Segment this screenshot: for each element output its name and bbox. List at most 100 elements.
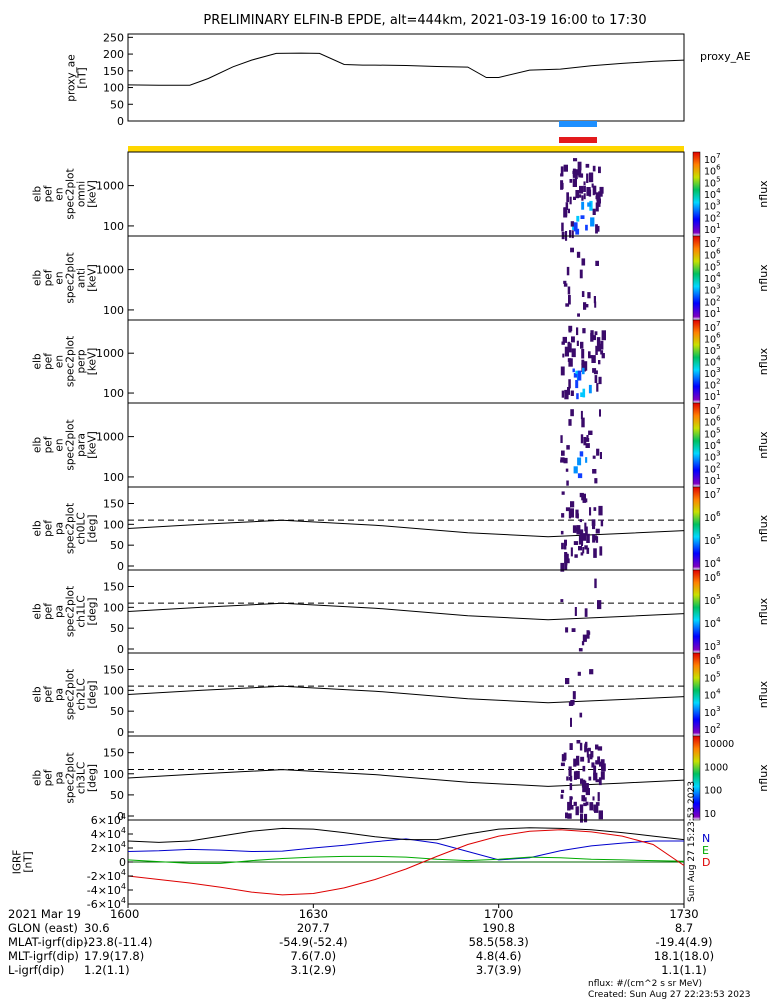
flux-pixel [582, 328, 586, 334]
colorbar-tick-exponent: 5 [716, 670, 720, 678]
colorbar-tick-exponent: 4 [716, 271, 721, 279]
flux-pixel [598, 505, 603, 516]
flux-pixel [581, 291, 585, 297]
flux-pixel [573, 373, 579, 378]
igrf-ytick-mantissa: 2 [91, 842, 98, 855]
igrf-ytick-multiplier: ×10 [98, 842, 121, 855]
flux-pixel [567, 801, 571, 811]
flux-pixel [595, 760, 598, 765]
pitch-angle-panel-ch3LC: 150 100 50 0 elb pef pa spec2plot ch3LC [deg] [32, 735, 685, 823]
igrf-ylabel: IGRF [nT] [12, 850, 35, 875]
flux-pixel [570, 501, 575, 508]
flux-pixel [565, 812, 568, 819]
flux-pixel [573, 758, 577, 767]
panel-ytick-label: 50 [110, 705, 124, 718]
flux-pixel [561, 450, 565, 456]
colorbar-tick-label: 101 [704, 473, 721, 487]
flux-pixel [577, 457, 582, 466]
igrf-ytick-label: -4×104 [87, 882, 126, 897]
colorbar-label: nflux [757, 180, 770, 208]
footer-value: 18.1(18.0) [654, 949, 714, 963]
colorbar-tick-label: 103 [704, 450, 721, 464]
flux-pixel [561, 542, 564, 550]
spec_panels.0.ylabel_lines-ylabel-line: en [54, 187, 66, 200]
colorbar-tick-exponent: 3 [716, 450, 720, 458]
flux-pixel [575, 228, 580, 235]
colorbar-tick-exponent: 5 [716, 343, 720, 351]
flux-pixel [582, 765, 586, 772]
flux-pixel [597, 792, 600, 802]
flux-pixel [561, 513, 565, 518]
proxy-ae-ytick-label: 100 [103, 82, 124, 95]
igrf-ytick-exponent: 4 [121, 882, 126, 891]
flux-pixel [577, 370, 582, 381]
flux-pixel [573, 158, 578, 162]
flux-pixel [567, 387, 570, 395]
igrf-ytick-mantissa: 0 [119, 856, 126, 869]
flux-pixel [565, 627, 569, 633]
colorbar-tick-exponent: 7 [716, 152, 720, 160]
flux-pixel [588, 776, 592, 781]
spec_panels.1.ylabel_lines-ylabel-line: [keV] [87, 264, 99, 292]
proxy-ae-ylabel: proxy_ae [nT] [66, 54, 89, 101]
flux-pixel [567, 341, 571, 352]
colorbar-tick-exponent: 2 [716, 461, 720, 469]
flux-pixel [589, 802, 594, 811]
flux-pixel [586, 173, 589, 183]
flux-pixel [588, 430, 593, 435]
colorbar-label: nflux [757, 680, 770, 708]
footer-value: 17.9(17.8) [84, 949, 144, 963]
colorbar-gradient [692, 652, 701, 737]
flux-pixel [576, 327, 579, 336]
flux-pixel [594, 375, 598, 383]
footer-value: -19.4(4.9) [655, 935, 712, 949]
pa_panels.0.ylabel_lines-ylabel-line: pef [43, 520, 55, 537]
spec_panels.0.ylabel_lines-ylabel-line: omni [76, 181, 88, 207]
pa_panels.1.ylabel_lines-ylabel-line: pef [43, 603, 55, 620]
flux-pixel [593, 804, 597, 812]
flux-pixel [597, 746, 603, 751]
flux-pixel [580, 778, 584, 784]
pa_panels.3.ylabel_lines-ylabel-line: spec2plot [65, 752, 77, 803]
pa_panels.1.ylabel_lines-ylabel-line: ch1LC [76, 595, 88, 627]
flux-pixel [576, 215, 580, 222]
spec_panels.2.ylabel_lines-ylabel-line: perp [76, 349, 88, 373]
blue-status-bar [559, 121, 597, 127]
footer-value: 3.1(2.9) [291, 963, 337, 977]
footer-row-label: GLON (east) [8, 921, 78, 935]
flux-pixel [589, 669, 594, 675]
flux-pixel [566, 553, 569, 563]
flux-pixel [593, 296, 596, 304]
flux-pixel [600, 771, 605, 780]
colorbar-tick-label: 103 [704, 705, 721, 719]
flux-pixel [570, 805, 574, 810]
igrf-ytick-multiplier: ×10 [98, 898, 121, 911]
colorbar-tick-exponent: 3 [716, 639, 720, 647]
flux-pixel [599, 546, 603, 556]
flux-pixel [590, 751, 594, 758]
panel-ytick-label: 150 [103, 498, 124, 511]
igrf-ytick-multiplier: ×10 [98, 870, 121, 883]
footer-time-label: 1600 [110, 907, 139, 921]
flux-pixel [577, 194, 582, 198]
flux-pixel [585, 457, 588, 463]
flux-pixel [588, 172, 594, 183]
colorbar-gradient [692, 151, 701, 237]
flux-pixel [596, 193, 601, 201]
colorbar-label: nflux [757, 764, 770, 792]
flux-pixel [567, 208, 570, 214]
proxy-ae-legend: proxy_AE [700, 50, 751, 63]
flux-pixel [563, 457, 568, 464]
colorbar-tick-exponent: 5 [716, 175, 720, 183]
igrf-ytick-exponent: 4 [121, 826, 126, 835]
flux-pixel [584, 608, 588, 617]
colorbar-tick-exponent: 4 [716, 616, 721, 624]
colorbar-label: nflux [757, 514, 770, 542]
colorbar-tick-label: 102 [704, 294, 721, 308]
status-bars [128, 121, 684, 152]
flux-pixel [562, 336, 567, 343]
flux-pixel [571, 348, 576, 358]
